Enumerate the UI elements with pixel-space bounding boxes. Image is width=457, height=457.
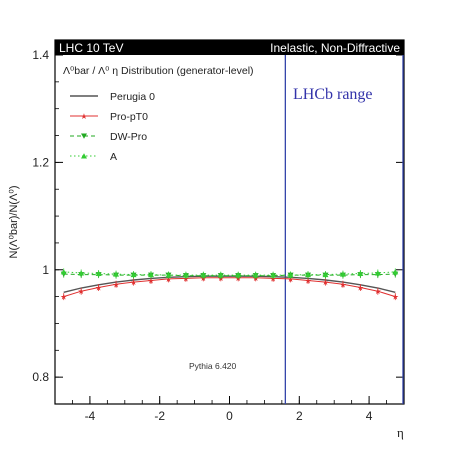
data-point: [252, 272, 259, 278]
data-point: ★: [322, 278, 329, 287]
legend-label: Perugia 0: [110, 91, 155, 103]
data-point: ★: [165, 275, 172, 284]
y-axis-label: N(Λ⁰bar)/N(Λ⁰): [8, 185, 20, 258]
data-point: [392, 269, 399, 275]
legend-label: Pro-pT0: [110, 111, 148, 123]
data-point: [182, 272, 189, 278]
plot-frame: [54, 39, 405, 405]
x-tick-label: 0: [226, 409, 233, 423]
data-point: [95, 270, 102, 277]
data-point: [165, 272, 172, 278]
data-point: ★: [392, 293, 399, 302]
data-point: [339, 271, 346, 277]
x-tick-label: -4: [85, 409, 96, 423]
x-tick-label: 4: [366, 409, 373, 423]
inner-title: Λ⁰bar / Λ⁰ η Distribution (generator-lev…: [63, 65, 254, 77]
header-left-label: LHC 10 TeV: [59, 41, 123, 55]
data-point: ★: [339, 280, 346, 289]
data-point: ★: [130, 278, 137, 287]
data-point: [81, 153, 87, 159]
x-tick-label: 2: [296, 409, 303, 423]
y-tick-label: 0.8: [32, 370, 49, 384]
data-point: ★: [287, 275, 294, 284]
pythia-annotation: Pythia 6.420: [189, 361, 237, 371]
data-point: ★: [78, 287, 85, 296]
region-label: LHCb range: [293, 86, 373, 103]
data-point: ★: [80, 112, 87, 121]
data-point: [235, 272, 242, 278]
data-point: ★: [374, 287, 381, 296]
data-point: [270, 272, 277, 278]
series-line: [63, 271, 396, 276]
x-axis-label: η: [397, 425, 404, 440]
y-tick-label: 1: [42, 263, 49, 277]
header-bar: [55, 40, 404, 55]
series-line: [63, 273, 396, 277]
series-line: [63, 277, 396, 298]
data-point: ★: [95, 283, 102, 292]
header-right-label: Inelastic, Non-Diffractive: [270, 41, 400, 55]
data-point: [60, 269, 67, 275]
data-point: ★: [304, 277, 311, 286]
data-point: [147, 271, 154, 278]
data-point: [200, 272, 207, 278]
series-line: [63, 275, 396, 293]
data-point: [322, 271, 329, 278]
data-point: [113, 271, 120, 277]
data-point: [78, 270, 85, 276]
y-tick-label: 1.2: [32, 155, 49, 169]
legend-label: A: [110, 151, 117, 163]
data-point: [217, 272, 224, 278]
data-point: [357, 270, 364, 277]
legend-label: DW-Pro: [110, 131, 147, 143]
data-point: ★: [112, 280, 119, 289]
data-point: ★: [60, 293, 67, 302]
y-tick-label: 1.4: [32, 48, 49, 62]
data-point: [374, 270, 381, 276]
data-point: ★: [147, 277, 154, 286]
data-point: [81, 133, 87, 139]
data-point: [287, 272, 294, 278]
data-point: [305, 271, 312, 278]
data-point: [130, 271, 137, 278]
data-point: ★: [357, 283, 364, 292]
x-tick-label: -2: [154, 409, 165, 423]
